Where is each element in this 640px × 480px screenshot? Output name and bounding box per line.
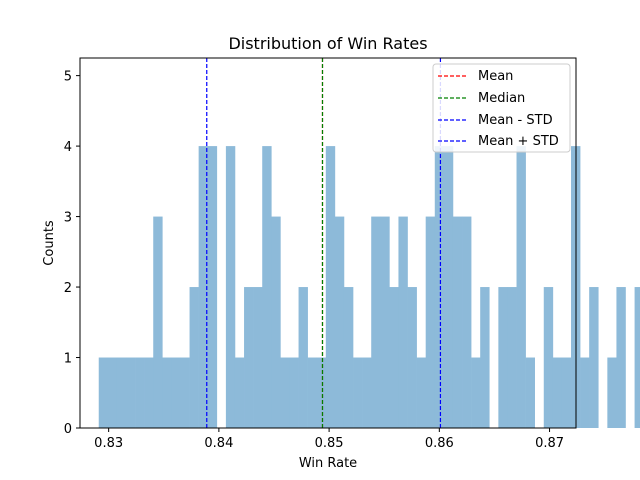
histogram-bar: [180, 357, 190, 428]
y-tick-label: 3: [64, 211, 72, 226]
histogram-bar: [234, 357, 245, 428]
y-axis-label: Counts: [42, 220, 57, 266]
y-tick-label: 5: [64, 70, 72, 85]
legend-mean-plus-std-label: Mean + STD: [478, 134, 559, 149]
histogram-bar: [580, 357, 590, 428]
histogram-bar: [271, 216, 281, 428]
histogram-bar: [389, 287, 399, 428]
histogram-bar: [561, 357, 572, 428]
histogram-bar: [407, 287, 417, 428]
histogram-bar: [325, 146, 336, 428]
histogram-bar: [162, 357, 172, 428]
legend-mean-minus-std-label: Mean - STD: [478, 113, 553, 128]
histogram-bar: [225, 146, 236, 428]
histogram-bar: [98, 357, 109, 428]
histogram-bar: [198, 146, 209, 428]
histogram-bar: [380, 216, 390, 428]
histogram-bar: [171, 357, 181, 428]
histogram-bar: [316, 357, 327, 428]
histogram-bar: [443, 146, 454, 428]
x-axis-label: Win Rate: [299, 456, 357, 471]
histogram-bar: [353, 357, 363, 428]
y-tick-label: 0: [64, 422, 72, 437]
legend-box: [432, 63, 571, 153]
histogram-bar: [289, 357, 299, 428]
x-tick-label: 0.83: [94, 436, 123, 451]
legend-median-label: Median: [478, 91, 525, 106]
histogram-bar: [416, 357, 426, 428]
histogram-bar: [343, 287, 354, 428]
histogram-bar: [607, 357, 617, 428]
histogram-bar: [144, 357, 154, 428]
histogram-bar: [471, 357, 481, 428]
x-axis-ticks: 0.83 0.84 0.85 0.86 0.87: [94, 428, 564, 451]
histogram-bar: [634, 287, 640, 428]
histogram-bar: [107, 357, 118, 428]
histogram-bar: [525, 357, 535, 428]
histogram-bar: [434, 146, 445, 428]
y-axis-ticks: 0 1 2 3 4 5: [64, 70, 80, 437]
histogram-bar: [507, 287, 517, 428]
histogram-bar: [189, 287, 199, 428]
histogram-bar: [125, 357, 136, 428]
histogram-bar: [425, 216, 436, 428]
histogram-bar: [371, 216, 381, 428]
plot-frame: [79, 57, 577, 429]
chart-title: Distribution of Win Rates: [228, 34, 427, 53]
histogram-bar: [516, 146, 526, 428]
x-tick-label: 0.86: [425, 436, 454, 451]
histogram-bar: [262, 146, 272, 428]
histogram-bars: [98, 146, 640, 428]
histogram-bar: [543, 287, 554, 428]
histogram-bar: [589, 287, 599, 428]
y-tick-label: 4: [64, 140, 72, 155]
histogram-bar: [462, 216, 472, 428]
histogram-bar: [498, 287, 508, 428]
x-tick-label: 0.85: [315, 436, 344, 451]
legend: Mean Median Mean - STD Mean + STD: [432, 63, 571, 153]
histogram-bar: [334, 216, 345, 428]
histogram-bar: [480, 287, 490, 428]
y-tick-label: 1: [64, 352, 72, 367]
histogram-bar: [116, 357, 127, 428]
histogram-bar: [307, 357, 318, 428]
histogram-bar: [616, 287, 626, 428]
histogram-bar: [244, 287, 254, 428]
histogram-bar: [452, 216, 463, 428]
histogram-bar: [398, 216, 408, 428]
histogram-bar: [207, 146, 218, 428]
legend-mean-label: Mean: [478, 69, 513, 84]
histogram-bar: [135, 357, 145, 428]
histogram-bar: [253, 287, 263, 428]
histogram-bar: [362, 357, 372, 428]
x-tick-label: 0.87: [535, 436, 564, 451]
histogram-bar: [153, 216, 163, 428]
histogram-bar: [552, 357, 563, 428]
histogram-bar: [298, 287, 308, 428]
histogram-bar: [280, 357, 290, 428]
x-tick-label: 0.84: [204, 436, 233, 451]
y-tick-label: 2: [64, 281, 72, 296]
